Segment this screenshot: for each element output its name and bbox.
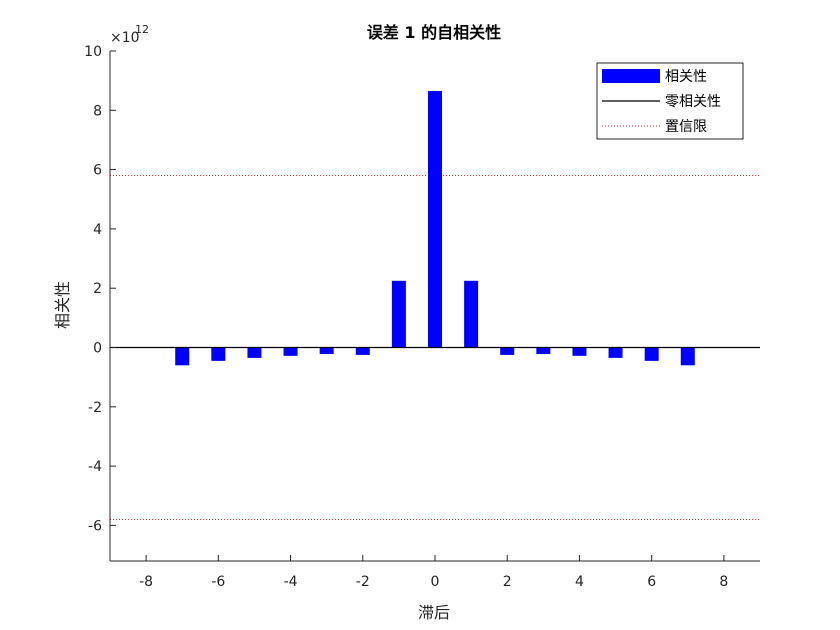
y-tick-label: 6 (93, 163, 102, 179)
x-tick-label: 0 (431, 574, 440, 590)
x-tick-label: 2 (503, 574, 512, 590)
plot-area: -8 -6 -4 -2 0 2 4 6 8 -6 -4 -2 0 2 4 6 8 10 (84, 44, 760, 590)
bar-lag-0 (428, 91, 442, 348)
legend-swatch-bar (602, 69, 660, 83)
legend-label: 零相关性 (665, 94, 721, 110)
legend-label: 相关性 (665, 69, 707, 85)
bar-lag--4 (283, 347, 298, 356)
x-tick-label: -2 (356, 574, 370, 590)
y-axis-label: 相关性 (53, 281, 72, 329)
y-tick-label: -4 (88, 459, 102, 475)
bar-lag--5 (247, 347, 262, 358)
y-tick-label: 4 (93, 222, 102, 238)
bar-lag-7 (680, 347, 695, 366)
bar-lag-4 (572, 347, 587, 356)
bar-lag-2 (500, 347, 515, 355)
bar-lag--3 (319, 347, 334, 355)
bar-lag-1 (464, 280, 479, 348)
y-exponent: ×10 12 (110, 23, 149, 46)
y-tick-label: 10 (84, 44, 102, 60)
x-axis-label: 滞后 (418, 603, 450, 622)
chart-title: 误差 1 的自相关性 (367, 23, 501, 42)
bar-lag-3 (536, 347, 551, 355)
bar-lag--1 (391, 280, 406, 348)
x-tick-label: -4 (284, 574, 298, 590)
x-tick-label: 8 (719, 574, 728, 590)
bar-lag--6 (211, 347, 226, 361)
legend-label: 置信限 (665, 119, 707, 135)
x-tick-label: -8 (139, 574, 153, 590)
y-exponent-power: 12 (135, 23, 149, 36)
y-exponent-base: ×10 (110, 30, 140, 46)
bar-lag--2 (355, 347, 370, 355)
bar-lag--7 (175, 347, 190, 366)
x-tick-label: -6 (211, 574, 225, 590)
bar-lag-5 (608, 347, 623, 358)
y-tick-label: 0 (93, 341, 102, 357)
y-tick-label: 8 (93, 103, 102, 119)
y-tick-label: -2 (88, 400, 102, 416)
x-tick-label: 6 (647, 574, 656, 590)
x-tick-label: 4 (575, 574, 584, 590)
bar-lag-6 (644, 347, 659, 361)
y-tick-label: -6 (88, 518, 102, 534)
y-tick-label: 2 (93, 281, 102, 297)
